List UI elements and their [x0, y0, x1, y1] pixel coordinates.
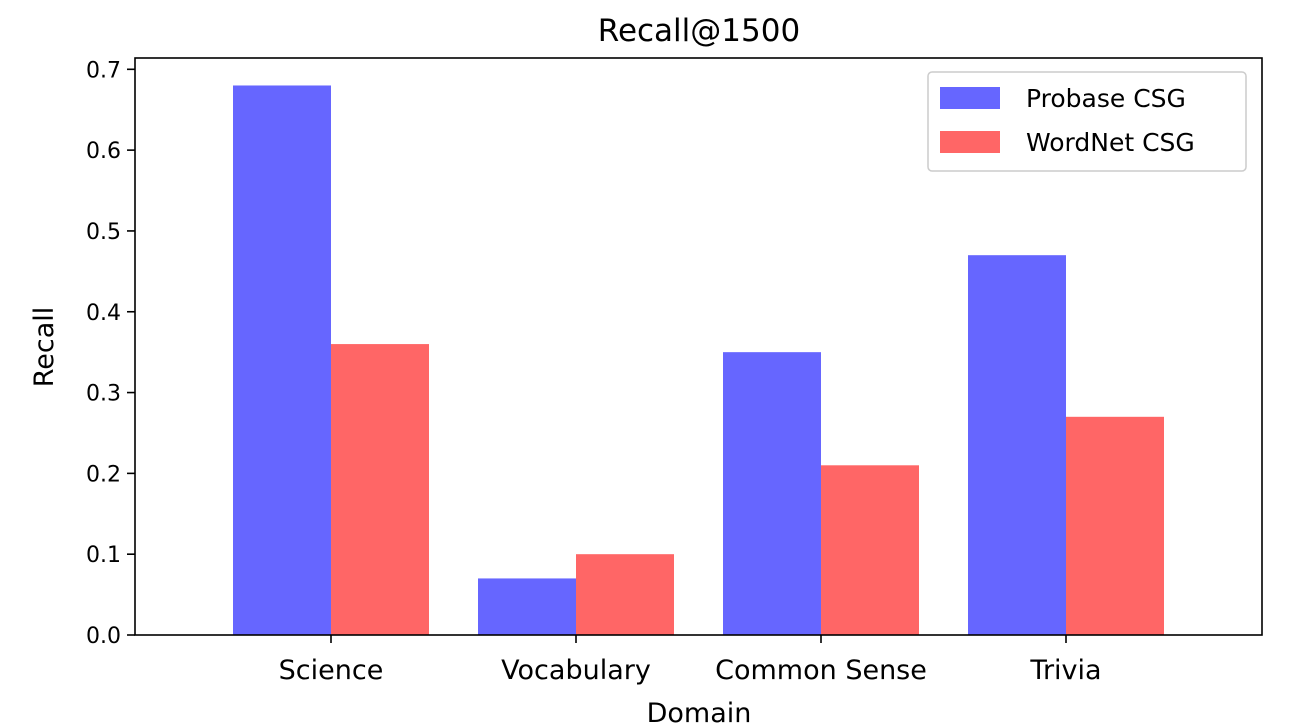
- bar-probase-csg-vocabulary: [478, 578, 576, 635]
- y-tick-label: 0.1: [86, 543, 121, 568]
- y-tick-label: 0.6: [86, 139, 121, 164]
- bar-wordnet-csg-trivia: [1066, 416, 1164, 635]
- bar-wordnet-csg-vocabulary: [576, 554, 674, 635]
- legend-frame: [927, 71, 1247, 172]
- legend-label-wordnet: WordNet CSG: [1026, 128, 1195, 157]
- y-tick-label: 0.0: [86, 624, 121, 649]
- legend-label-probase: Probase CSG: [1026, 84, 1186, 113]
- legend: Probase CSG WordNet CSG: [927, 71, 1247, 172]
- legend-swatch-wordnet: [940, 131, 1000, 153]
- legend-swatch-probase: [940, 87, 1000, 109]
- x-tick-label: Trivia: [1029, 655, 1101, 686]
- x-axis-label: Domain: [647, 698, 752, 726]
- bar-wordnet-csg-science: [331, 344, 429, 635]
- chart-title: Recall@1500: [598, 13, 800, 49]
- bars-group: [233, 85, 1164, 635]
- x-axis: Science Vocabulary Common Sense Trivia: [279, 635, 1102, 686]
- y-tick-label: 0.7: [86, 58, 121, 83]
- x-tick-label: Common Sense: [715, 655, 927, 686]
- y-tick-label: 0.3: [86, 382, 121, 407]
- plot-frame: [134, 57, 1263, 636]
- bar-probase-csg-science: [233, 85, 331, 635]
- x-tick-label: Vocabulary: [501, 655, 651, 686]
- y-tick-label: 0.2: [86, 462, 121, 487]
- y-axis-label: Recall: [29, 307, 60, 388]
- y-axis: 0.0 0.1 0.2 0.3 0.4 0.5 0.6 0.7: [86, 58, 135, 649]
- x-tick-label: Science: [279, 655, 384, 686]
- bar-probase-csg-common-sense: [723, 352, 821, 635]
- bar-probase-csg-trivia: [968, 255, 1066, 635]
- y-tick-label: 0.5: [86, 220, 121, 245]
- y-tick-label: 0.4: [86, 301, 121, 326]
- bar-wordnet-csg-common-sense: [821, 465, 919, 635]
